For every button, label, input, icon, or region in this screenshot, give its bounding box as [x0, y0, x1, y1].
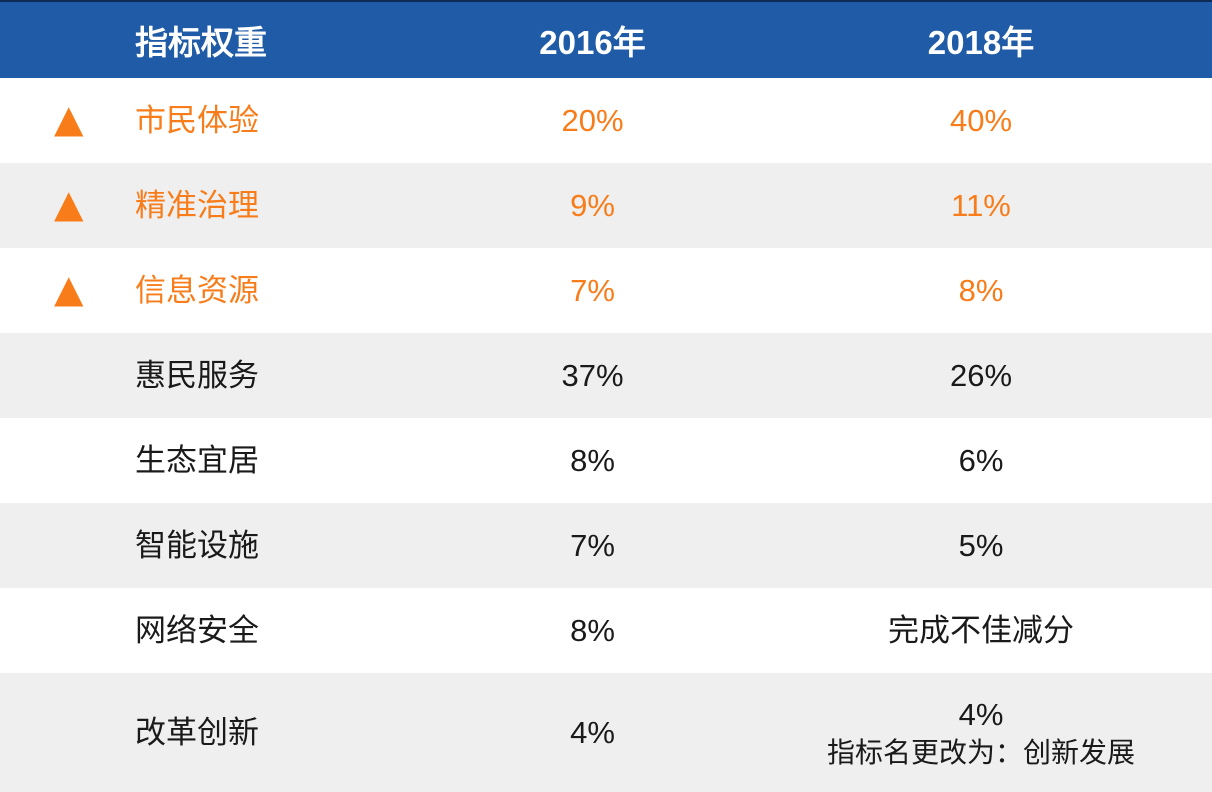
indicator-label: 改革创新	[135, 714, 259, 750]
value-2018-text: 4%	[958, 696, 1004, 732]
indicator-rename-note: 指标名更改为：创新发展	[826, 737, 1135, 768]
value-2016-cell: 4%	[570, 714, 615, 750]
header-cell-2018: 2018年	[795, 16, 1212, 64]
table-row: 惠民服务 37% 26%	[0, 333, 1212, 418]
table-row: 智能设施 7% 5%	[0, 503, 1212, 588]
header-2016-label: 2016年	[539, 24, 646, 61]
indicator-cell: ▲ 市民体验	[0, 94, 390, 144]
indicator-label: 精准治理	[135, 187, 259, 223]
indicator-label: 信息资源	[135, 272, 259, 308]
table-header-row: 指标权重 2016年 2018年	[0, 0, 1212, 78]
value-2018-cell: 40%	[949, 102, 1013, 138]
table-row: ▲ 精准治理 9% 11%	[0, 163, 1212, 248]
value-2016-cell: 20%	[561, 102, 624, 138]
indicator-label: 智能设施	[135, 527, 259, 563]
value-2018-cell: 6%	[958, 442, 1004, 478]
table-row: 改革创新 4% 4% 指标名更改为：创新发展	[0, 673, 1212, 792]
table-row: 生态宜居 8% 6%	[0, 418, 1212, 503]
indicator-cell: ▲ 精准治理	[0, 179, 390, 229]
indicator-label: 生态宜居	[135, 442, 259, 478]
indicator-cell: 生态宜居	[0, 442, 390, 479]
value-2018-cell: 5%	[958, 527, 1004, 563]
value-2018-cell: 11%	[951, 187, 1011, 223]
indicator-label: 网络安全	[135, 612, 259, 648]
indicator-cell: 智能设施	[0, 527, 390, 564]
up-triangle-icon: ▲	[44, 91, 94, 147]
indicator-label: 市民体验	[135, 102, 259, 138]
table-row: 网络安全 8% 完成不佳减分	[0, 588, 1212, 673]
value-2018-cell: 8%	[958, 272, 1004, 308]
indicator-cell: 网络安全	[0, 612, 390, 649]
up-triangle-icon: ▲	[44, 261, 94, 317]
value-2018-cell: 26%	[949, 357, 1013, 393]
value-2018-cell: 完成不佳减分	[888, 612, 1074, 648]
header-2018-label: 2018年	[927, 24, 1035, 61]
indicator-cell: 惠民服务	[0, 357, 390, 394]
header-indicator-label: 指标权重	[135, 24, 267, 61]
value-2016-cell: 7%	[570, 272, 615, 308]
value-2016-cell: 8%	[570, 442, 615, 478]
value-2016-cell: 8%	[570, 612, 615, 648]
value-2016-cell: 9%	[570, 187, 615, 223]
table-row: ▲ 市民体验 20% 40%	[0, 78, 1212, 163]
indicator-cell: ▲ 信息资源	[0, 264, 390, 314]
value-2018-cell: 4% 指标名更改为：创新发展	[795, 696, 1212, 769]
table-row: ▲ 信息资源 7% 8%	[0, 248, 1212, 333]
up-triangle-icon: ▲	[44, 176, 94, 232]
value-2016-cell: 37%	[561, 357, 624, 393]
header-cell-2016: 2016年	[390, 16, 795, 64]
value-2016-cell: 7%	[570, 527, 615, 563]
indicator-cell: 改革创新	[0, 714, 390, 751]
indicator-label: 惠民服务	[135, 357, 259, 393]
header-cell-indicator: 指标权重	[0, 16, 390, 64]
